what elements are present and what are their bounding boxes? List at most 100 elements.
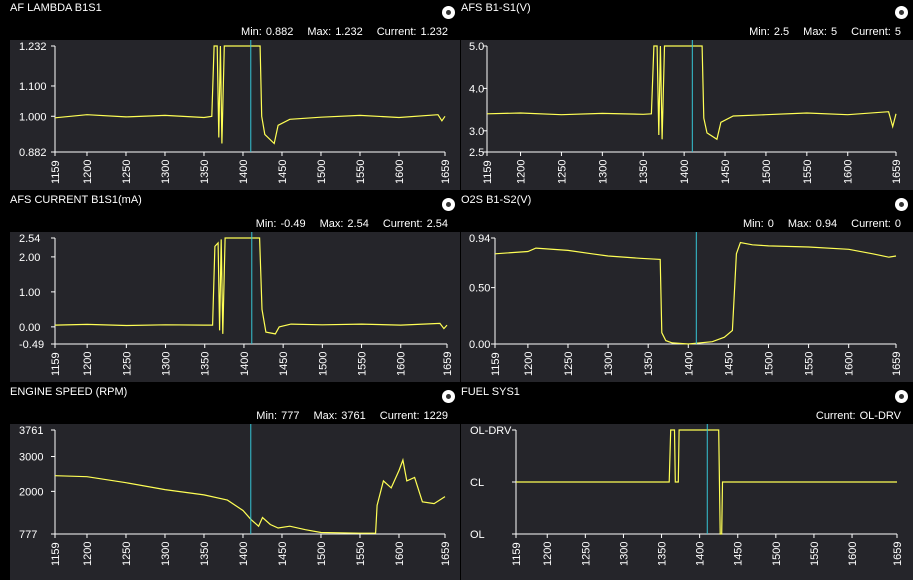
- stat-current: Current: OL-DRV: [816, 410, 901, 422]
- y-tick-label: 1.000: [19, 111, 47, 123]
- x-tick-label: 1600: [396, 352, 408, 376]
- x-tick-label: 1659: [440, 542, 452, 566]
- x-tick-label: 1200: [82, 352, 94, 376]
- stats-readout: Min: 0 Max: 0.94 Current: 0: [729, 218, 901, 230]
- stat-max-value: 0.94: [815, 218, 838, 230]
- stat-current: Current: 5: [851, 26, 901, 38]
- line-chart: 3761 3000 2000 777 1159 1200 1250 1300 1350 1400 1…: [10, 424, 460, 580]
- stat-max-label: Max:: [787, 218, 812, 230]
- series-line: [516, 429, 897, 535]
- y-tick-label: 1.00: [19, 287, 40, 299]
- settings-gear-icon[interactable]: [895, 390, 908, 403]
- y-tick-label: 777: [19, 529, 37, 541]
- stat-max-label: Max:: [803, 26, 827, 38]
- y-tick-label: OL-DRV: [470, 425, 512, 437]
- x-tick-label: 1450: [277, 542, 289, 566]
- x-tick-label: 1350: [643, 352, 655, 376]
- x-tick-label: 1450: [720, 160, 732, 184]
- stat-min: Min: -0.49: [256, 218, 306, 230]
- x-tick-label: 1400: [683, 352, 695, 376]
- stat-min-label: Min:: [742, 218, 764, 230]
- stat-min: Min: 0: [743, 218, 774, 230]
- stat-min-label: Min:: [255, 218, 277, 230]
- x-tick-label: 1250: [580, 542, 592, 566]
- x-tick-label: 1659: [891, 160, 903, 184]
- x-tick-label: 1500: [763, 352, 775, 376]
- x-tick-label: 1250: [121, 542, 133, 566]
- x-tick-label: 1250: [121, 160, 133, 184]
- chart-title: AFS CURRENT B1S1(mA): [10, 194, 142, 206]
- settings-gear-icon[interactable]: [442, 390, 455, 403]
- y-tick-label: CL: [470, 477, 484, 489]
- chart-panel-afs-voltage: AFS B1-S1(V) Min: 2.5 Max: 5 Current: 5 5.0 4.0 3…: [461, 2, 913, 190]
- settings-gear-icon[interactable]: [442, 6, 455, 19]
- x-tick-label: 1300: [603, 352, 615, 376]
- stat-current-label: Current:: [851, 26, 891, 38]
- x-tick-label: 1400: [238, 160, 250, 184]
- y-tick-label: OL: [470, 529, 485, 541]
- x-tick-label: 1350: [199, 160, 211, 184]
- x-tick-label: 1450: [733, 542, 745, 566]
- plot-background: [461, 232, 913, 382]
- plot-background: [10, 40, 460, 190]
- stat-current-label: Current:: [815, 410, 856, 422]
- x-tick-label: 1200: [516, 160, 528, 184]
- x-tick-label: 1159: [490, 352, 502, 376]
- plot-background: [10, 424, 460, 580]
- x-tick-label: 1250: [556, 160, 568, 184]
- y-tick-label: 5.0: [469, 41, 484, 53]
- chart-panel-af-lambda: AF LAMBDA B1S1 Min: 0.882 Max: 1.232 Current:…: [10, 2, 460, 190]
- x-tick-label: 1500: [316, 160, 328, 184]
- y-tick-label: 1.100: [19, 81, 47, 93]
- x-tick-label: 1200: [523, 352, 535, 376]
- stat-min-value: 777: [281, 410, 300, 422]
- stat-max-value: 5: [831, 26, 838, 38]
- x-tick-label: 1600: [394, 160, 406, 184]
- stats-readout: Min: 0.882 Max: 1.232 Current: 1.232: [227, 26, 448, 38]
- settings-gear-icon[interactable]: [442, 198, 455, 211]
- x-tick-label: 1600: [847, 542, 859, 566]
- y-tick-label: 2.00: [19, 252, 40, 264]
- stat-current: Current: 0: [851, 218, 901, 230]
- series-line: [494, 241, 897, 345]
- stat-min-label: Min:: [256, 410, 278, 422]
- stats-readout: Current: OL-DRV: [802, 410, 901, 422]
- x-tick-label: 1250: [563, 352, 575, 376]
- x-tick-label: 1550: [355, 160, 367, 184]
- stat-max-value: 3761: [341, 410, 366, 422]
- line-chart: 2.54 2.00 1.00 0.00 -0.49 1159 1200 1250 1300 135…: [10, 232, 460, 382]
- x-tick-label: 1659: [440, 160, 452, 184]
- y-tick-label: 3.0: [469, 126, 484, 138]
- settings-gear-icon[interactable]: [895, 198, 908, 211]
- series-line: [486, 45, 897, 141]
- stat-current: Current: 1229: [380, 410, 448, 422]
- stat-max-value: 1.232: [335, 26, 363, 38]
- x-tick-label: 1450: [277, 160, 289, 184]
- stat-max: Max: 0.94: [788, 218, 837, 230]
- stat-max: Max: 2.54: [320, 218, 369, 230]
- x-tick-label: 1300: [160, 542, 172, 566]
- y-tick-label: 4.0: [469, 83, 484, 95]
- chart-panel-o2s-voltage: O2S B1-S2(V) Min: 0 Max: 0.94 Current: 0 0.94 0.…: [461, 194, 913, 382]
- stat-current: Current: 1.232: [377, 26, 448, 38]
- x-tick-label: 1500: [317, 352, 329, 376]
- chart-panel-fuel-sys: FUEL SYS1 Current: OL-DRV OL-DRV CL OL 1159 120…: [461, 386, 913, 580]
- x-tick-label: 1600: [843, 160, 855, 184]
- stat-min-value: 2.5: [773, 26, 790, 38]
- settings-gear-icon[interactable]: [895, 6, 908, 19]
- y-tick-label: 0.94: [469, 233, 490, 245]
- y-tick-label: 0.00: [469, 339, 490, 351]
- stat-max-label: Max:: [307, 26, 332, 38]
- x-tick-label: 1250: [121, 352, 133, 376]
- x-tick-label: 1550: [355, 542, 367, 566]
- y-tick-label: -0.49: [19, 339, 44, 351]
- x-tick-label: 1200: [542, 542, 554, 566]
- stat-current-label: Current:: [379, 410, 420, 422]
- x-tick-label: 1550: [357, 352, 369, 376]
- x-tick-label: 1400: [679, 160, 691, 184]
- x-tick-label: 1159: [482, 160, 494, 184]
- series-line: [54, 45, 446, 145]
- x-tick-label: 1600: [394, 542, 406, 566]
- stat-current-value: 1229: [423, 410, 448, 422]
